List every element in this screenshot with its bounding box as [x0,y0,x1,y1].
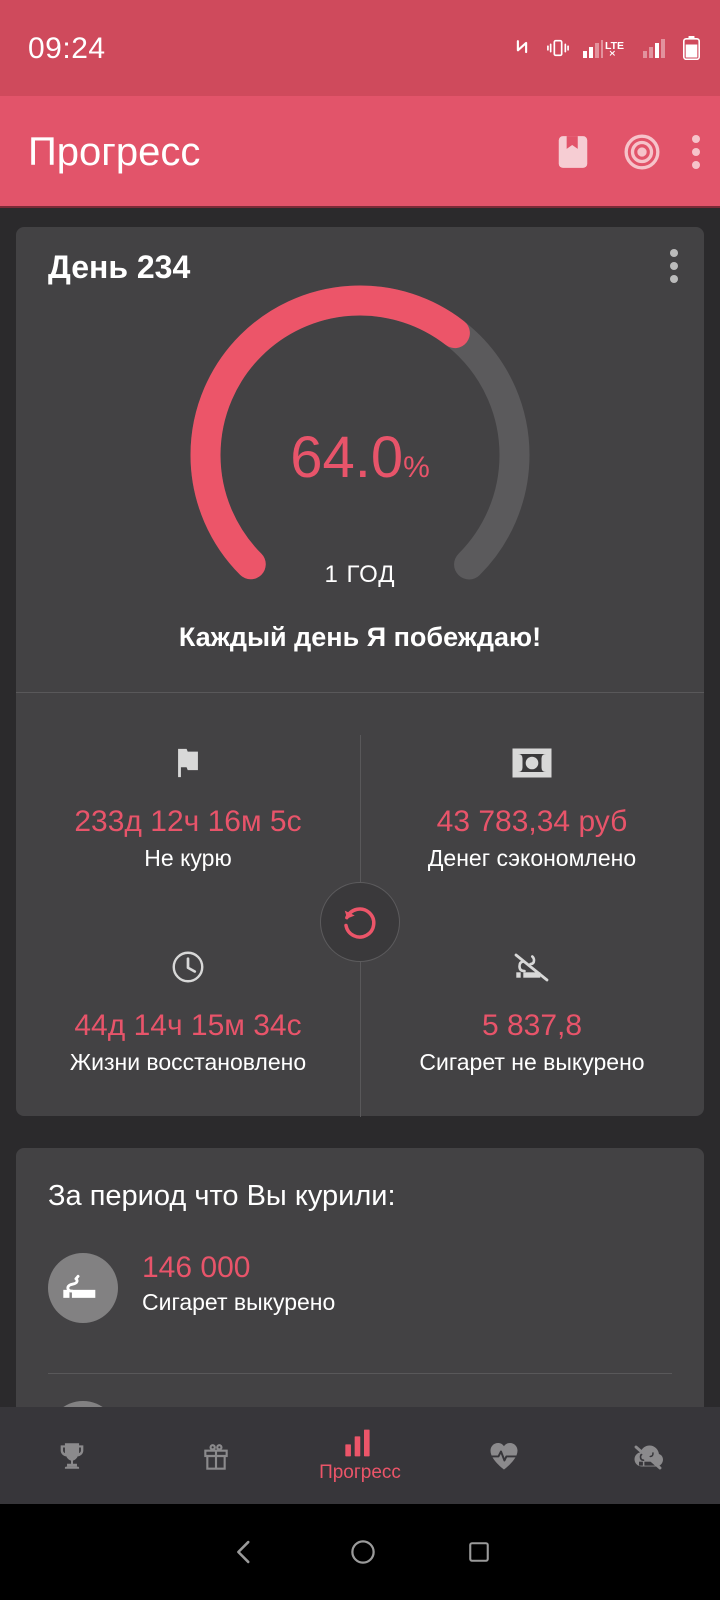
svg-text:LTE: LTE [605,40,624,52]
